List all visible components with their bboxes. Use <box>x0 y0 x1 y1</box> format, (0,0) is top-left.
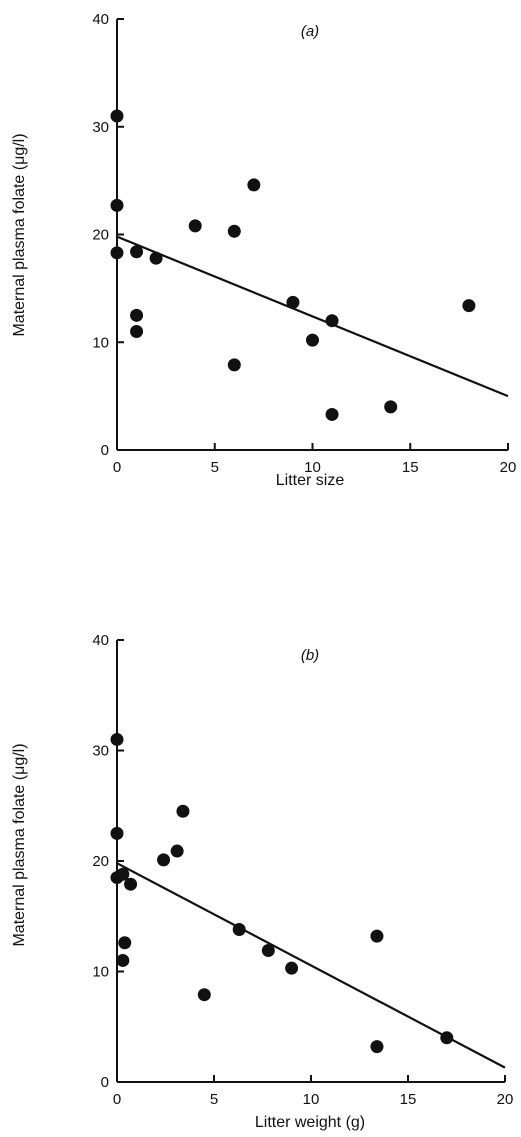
data-point-b <box>176 804 190 818</box>
y-tick-label-a: 40 <box>92 11 109 28</box>
x-tick-label-b: 10 <box>303 1091 320 1108</box>
data-point-b <box>110 732 124 746</box>
x-tick-label-a: 0 <box>113 459 121 476</box>
ticks-a: 0 10 20 30 40 0 5 10 15 20 <box>92 11 516 476</box>
data-point-a <box>130 324 144 338</box>
y-tick-label-b: 0 <box>101 1074 109 1091</box>
x-axis-title-b: Litter weight (g) <box>255 1114 365 1131</box>
data-point-a <box>325 407 339 421</box>
data-point-a <box>286 295 300 309</box>
regression-line-b <box>116 862 506 1069</box>
y-tick-label-b: 20 <box>92 853 109 870</box>
y-axis-title-a: Maternal plasma folate (μg/l) <box>11 133 28 336</box>
y-tick-label-a: 0 <box>101 442 109 459</box>
data-point-b <box>285 961 299 975</box>
y-tick-label-b: 10 <box>92 964 109 981</box>
x-tick-label-a: 5 <box>211 459 219 476</box>
data-point-a <box>247 178 261 192</box>
data-point-a <box>149 251 163 265</box>
y-tick-label-a: 10 <box>92 334 109 351</box>
data-point-b <box>124 877 138 891</box>
data-point-b <box>157 853 171 867</box>
panel-label-b: (b) <box>301 647 319 664</box>
data-point-b <box>440 1031 454 1045</box>
x-tick-label-b: 0 <box>113 1091 121 1108</box>
regression-line-a <box>116 235 509 398</box>
panel-label-a: (a) <box>301 23 319 40</box>
x-tick-label-a: 15 <box>402 459 419 476</box>
data-point-a <box>130 308 144 322</box>
data-point-b <box>370 929 384 943</box>
data-point-a <box>306 333 319 347</box>
data-point-b <box>261 944 275 958</box>
data-point-a <box>110 198 124 212</box>
x-tick-label-a: 10 <box>304 459 321 476</box>
data-point-a <box>462 299 476 313</box>
x-axis-title-a: Litter size <box>276 472 345 489</box>
panel-b: Maternal plasma folate (μg/l) Litter wei… <box>11 632 513 1131</box>
data-point-b <box>197 988 211 1002</box>
data-point-a <box>130 245 144 259</box>
data-point-b <box>370 1040 384 1054</box>
data-point-b <box>116 953 130 967</box>
x-tick-label-b: 20 <box>497 1091 514 1108</box>
data-point-a <box>384 400 398 414</box>
data-point-b <box>232 923 246 937</box>
y-tick-label-b: 30 <box>92 743 109 760</box>
data-point-a <box>227 358 241 372</box>
data-point-a <box>227 224 241 238</box>
marks-a <box>110 109 509 421</box>
y-axis-title-b: Maternal plasma folate (μg/l) <box>11 743 28 946</box>
data-point-b <box>116 867 130 881</box>
data-point-b <box>110 826 124 840</box>
data-point-a <box>325 314 339 328</box>
ticks-b: 0 10 20 30 40 0 5 10 15 20 <box>92 632 513 1108</box>
y-tick-label-a: 20 <box>92 227 109 244</box>
x-tick-label-b: 15 <box>400 1091 417 1108</box>
data-point-a <box>110 246 124 260</box>
data-point-a <box>110 109 124 123</box>
data-point-b <box>170 844 184 858</box>
y-tick-label-b: 40 <box>92 632 109 649</box>
x-tick-label-a: 20 <box>500 459 517 476</box>
data-point-a <box>188 219 202 233</box>
marks-b <box>110 732 506 1069</box>
data-point-b <box>118 936 132 950</box>
panel-a: Maternal plasma folate (μg/l) Litter siz… <box>11 11 516 489</box>
x-tick-label-b: 5 <box>210 1091 218 1108</box>
y-tick-label-a: 30 <box>92 119 109 136</box>
